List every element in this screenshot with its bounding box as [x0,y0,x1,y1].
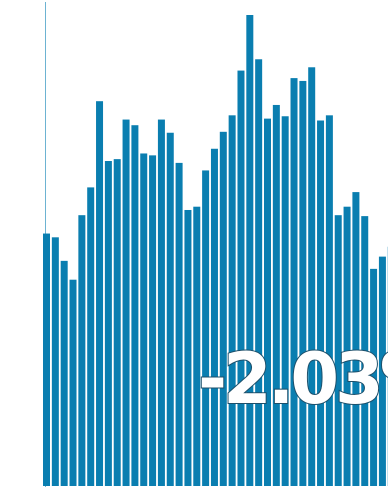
bar-34 [334,215,342,486]
bar-39 [378,256,386,486]
bar-8 [104,161,112,486]
bar-18 [193,206,201,486]
bar-19 [202,170,210,486]
bar-20 [210,148,218,486]
bar-17 [184,209,192,487]
bar-36 [352,192,360,486]
bar-22 [228,115,236,486]
bar-12 [140,153,148,486]
bar-3 [60,260,68,486]
bar-23 [237,70,245,486]
bar-35 [343,206,351,486]
bar-9 [113,159,121,486]
bar-11 [131,125,139,487]
bar-32 [317,120,325,486]
bar-6 [87,187,95,486]
bar-27 [272,104,280,487]
bar-7 [96,101,104,486]
bar-37 [361,216,369,486]
bar-2 [51,237,59,486]
bar-10 [122,119,130,486]
bar-24 [246,15,254,486]
highlight-value: -2.03% [198,338,388,420]
bar-16 [175,162,183,486]
bar-29 [290,78,298,487]
bar-28 [281,116,289,486]
bar-25 [255,59,263,487]
bar-15 [166,132,174,486]
bar-30 [299,80,307,486]
bar-14 [157,119,165,486]
bar-33 [325,115,333,486]
bar-31 [308,67,316,486]
bar-13 [149,155,157,487]
bar-38 [370,268,378,486]
bar-26 [264,118,271,487]
bar-4 [69,279,77,486]
bar-21 [219,131,227,486]
bar-5 [78,215,86,486]
bars-group [43,15,388,487]
bar-1 [43,233,50,486]
